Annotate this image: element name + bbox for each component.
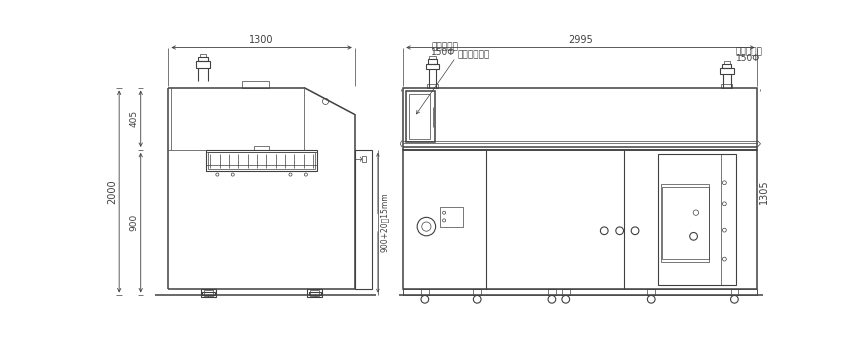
Bar xyxy=(428,84,438,87)
Text: 1305: 1305 xyxy=(759,179,769,204)
Bar xyxy=(403,150,757,289)
Bar xyxy=(473,289,481,296)
Bar xyxy=(204,290,213,296)
Bar xyxy=(362,156,365,162)
Text: 2000: 2000 xyxy=(107,179,116,204)
Bar xyxy=(426,64,439,69)
Bar xyxy=(409,94,430,139)
Bar xyxy=(202,292,215,296)
Bar xyxy=(403,289,757,296)
Bar xyxy=(648,289,655,296)
Bar xyxy=(254,146,269,150)
Bar xyxy=(720,68,734,74)
Bar xyxy=(662,187,709,259)
Bar xyxy=(403,87,757,150)
Bar xyxy=(440,207,463,227)
Bar xyxy=(722,64,731,68)
Bar xyxy=(354,150,371,289)
Bar xyxy=(429,56,435,59)
Text: 150Φ: 150Φ xyxy=(431,48,456,57)
Text: 1300: 1300 xyxy=(249,35,274,45)
Text: 900+20【15mm: 900+20【15mm xyxy=(380,193,389,252)
Bar xyxy=(198,57,207,61)
Text: 900: 900 xyxy=(129,214,139,231)
Bar xyxy=(562,289,570,296)
Bar xyxy=(658,154,736,285)
Bar xyxy=(722,84,732,87)
Bar xyxy=(208,152,315,169)
Text: 150Φ: 150Φ xyxy=(736,54,760,63)
Bar xyxy=(405,91,435,142)
Bar xyxy=(548,289,556,296)
Text: 2995: 2995 xyxy=(568,35,592,45)
Bar xyxy=(723,61,730,64)
Bar xyxy=(307,289,322,297)
Text: 405: 405 xyxy=(129,110,139,127)
Bar xyxy=(428,59,437,64)
Text: 排気ダクト: 排気ダクト xyxy=(736,48,762,57)
Text: 排気ダクト: 排気ダクト xyxy=(431,42,458,51)
Bar xyxy=(661,184,710,262)
Bar xyxy=(730,289,739,296)
Bar xyxy=(196,61,210,67)
Text: タッチパネル: タッチパネル xyxy=(457,50,490,59)
Bar xyxy=(201,289,216,297)
Bar xyxy=(309,292,321,296)
Bar xyxy=(310,290,320,296)
Bar xyxy=(206,150,317,172)
Bar xyxy=(200,54,207,57)
Bar xyxy=(241,81,269,87)
Bar xyxy=(421,289,428,296)
